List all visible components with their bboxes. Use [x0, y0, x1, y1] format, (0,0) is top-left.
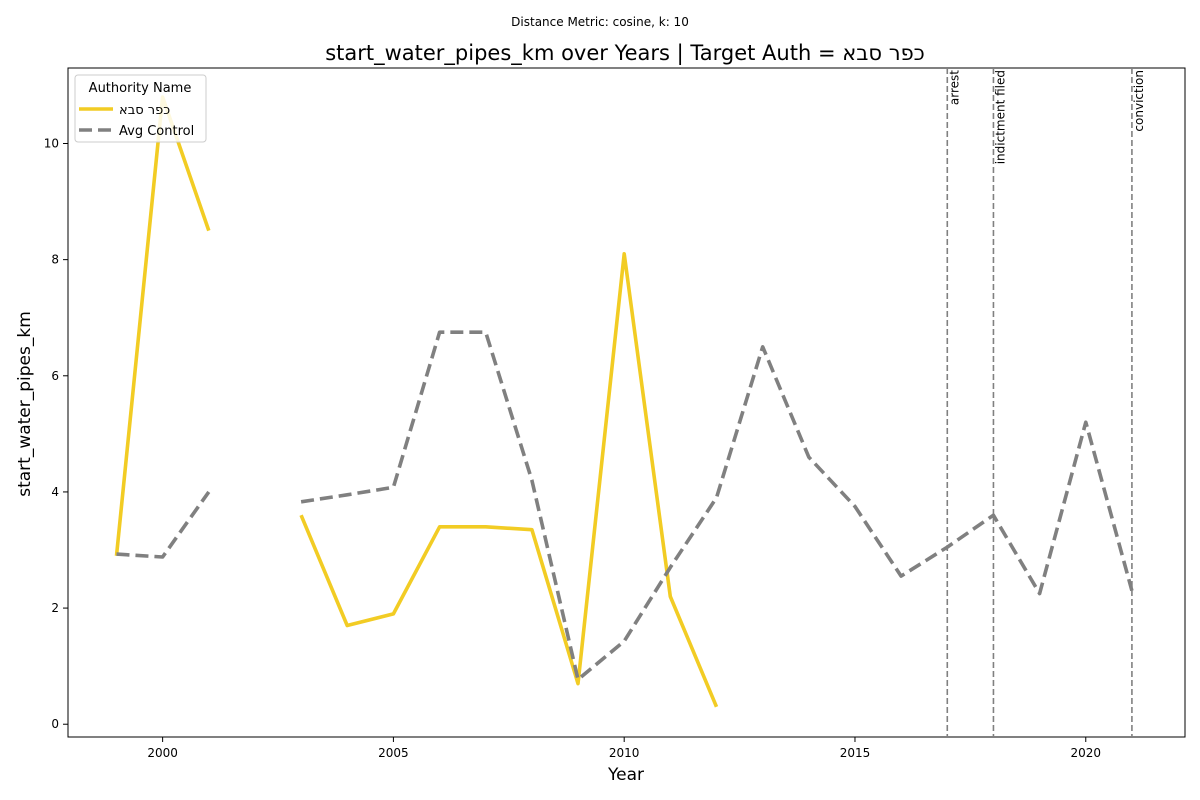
y-tick-label: 2: [51, 601, 59, 615]
event-label: conviction: [1132, 70, 1146, 132]
x-tick-label: 2005: [378, 746, 409, 760]
legend: Authority Name כפר סבא Avg Control: [74, 74, 207, 143]
x-tick-label: 2010: [609, 746, 640, 760]
series-line: [116, 490, 211, 559]
event-label: indictment filed: [993, 70, 1007, 164]
x-axis-label: Year: [607, 765, 644, 785]
plot-frame: [67, 67, 1186, 738]
plot-area: 2000 2005 2010 2015 2020 0 2 4 6 8 10 arrest indictm…: [44, 67, 1186, 760]
event-label: arrest: [947, 70, 961, 105]
legend-box: [74, 74, 207, 143]
y-tick-label: 10: [44, 136, 59, 150]
chart-title: start_water_pipes_km over Years | Target…: [325, 41, 925, 66]
legend-title: Authority Name: [89, 81, 192, 96]
y-tick-label: 4: [51, 485, 59, 499]
series-line: [114, 95, 211, 556]
x-tick-label: 2000: [147, 746, 178, 760]
y-axis-label: start_water_pipes_km: [15, 311, 35, 497]
series-line: [299, 252, 719, 708]
chart-suptitle: Distance Metric: cosine, k: 10: [511, 15, 689, 29]
y-tick-label: 8: [51, 253, 59, 267]
series-line: [300, 330, 1134, 682]
x-tick-label: 2020: [1070, 746, 1101, 760]
legend-entry: כפר סבא: [119, 103, 170, 118]
y-tick-label: 0: [51, 717, 59, 731]
x-tick-label: 2015: [840, 746, 871, 760]
y-tick-label: 6: [51, 369, 59, 383]
legend-entry: Avg Control: [119, 124, 194, 139]
